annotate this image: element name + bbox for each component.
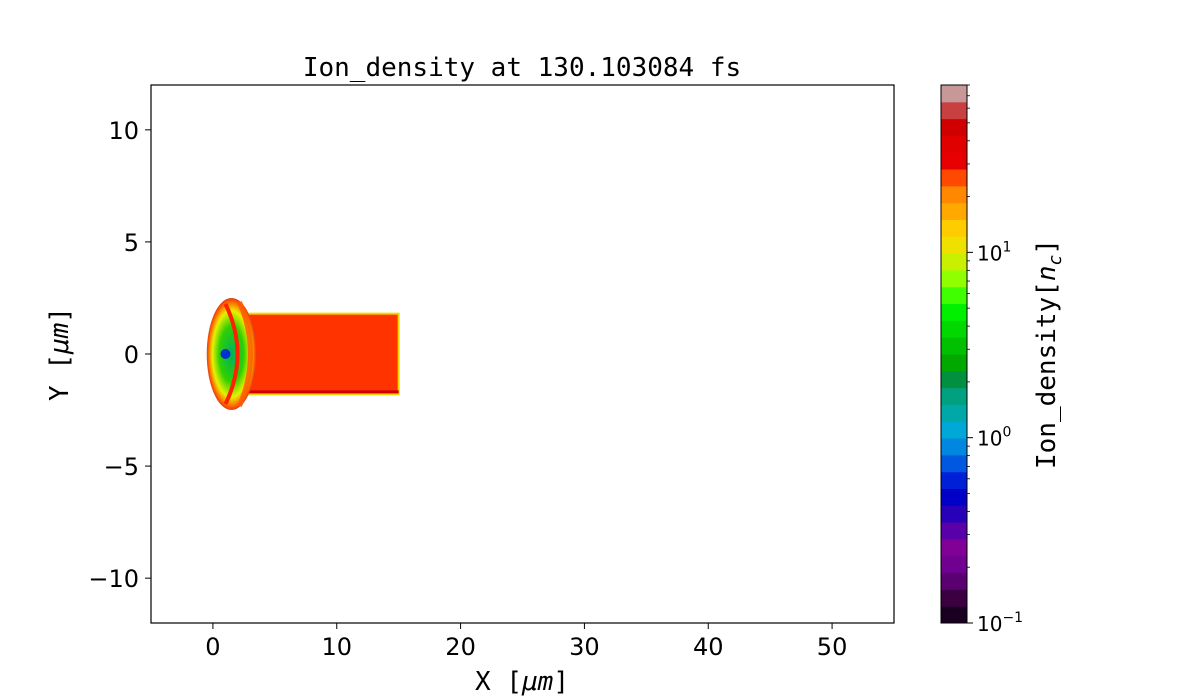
y-tick-label: −5	[104, 453, 139, 481]
colorbar-tick-label: 100	[977, 425, 1011, 451]
colorbar-segment	[941, 488, 967, 506]
colorbar-segment	[941, 538, 967, 557]
x-axis: 0 10 20 30 40 50	[205, 623, 847, 661]
colorbar-segment	[941, 118, 967, 136]
colorbar-segment	[941, 320, 967, 338]
shock-front-arc	[223, 303, 240, 405]
colorbar-label-name: Ion_density	[1032, 297, 1062, 469]
x-axis-label: X [μm]	[475, 667, 569, 697]
colorbar-segment	[941, 337, 967, 355]
colorbar-tick-label: 101	[977, 239, 1011, 265]
y-tick-label: 10	[108, 117, 139, 145]
x-tick-label: 10	[321, 633, 352, 661]
colorbar	[941, 85, 967, 624]
plasma-front-region	[206, 297, 257, 411]
colorbar-segment	[941, 236, 967, 254]
colorbar-segment	[941, 185, 967, 204]
colorbar-segment	[941, 404, 967, 422]
colorbar-segment	[941, 522, 967, 540]
colorbar-segment	[941, 555, 967, 574]
y-axis-label: Y [μm]	[45, 307, 75, 401]
colorbar-segment	[941, 387, 967, 405]
colorbar-segment	[941, 505, 967, 523]
colorbar-label-unit: n	[1032, 266, 1062, 282]
colorbar-segment	[941, 471, 967, 489]
x-tick-label: 20	[445, 633, 476, 661]
colorbar-segment	[941, 152, 967, 170]
colorbar-segment	[941, 219, 967, 237]
x-tick-label: 40	[693, 633, 724, 661]
colorbar-segment	[941, 202, 967, 220]
y-tick-label: 0	[124, 341, 139, 369]
colorbar-segment	[941, 253, 967, 271]
colorbar-segment	[941, 303, 967, 321]
colorbar-segment	[941, 370, 967, 389]
colorbar-segment	[941, 269, 967, 288]
colorbar-segment	[941, 85, 967, 103]
y-axis-label-name: Y	[45, 385, 75, 401]
x-axis-label-unit: μm	[521, 667, 553, 697]
colorbar-segment	[941, 135, 967, 153]
target-slab-region	[239, 312, 400, 396]
y-axis-label-unit: μm	[45, 323, 75, 355]
compressed-layer-arc	[237, 300, 253, 408]
colorbar-segment	[941, 286, 967, 305]
low-density-core	[220, 349, 231, 359]
colorbar-segment	[941, 572, 967, 590]
y-axis: 10 5 0 −5 −10	[88, 117, 151, 593]
chart-title: Ion_density at 130.103084 fs	[303, 53, 741, 83]
x-tick-label: 30	[569, 633, 600, 661]
colorbar-segment	[941, 101, 967, 120]
colorbar-tick-label: 10−1	[977, 610, 1023, 636]
colorbar-ticks: 101 100 10−1	[967, 84, 1023, 636]
colorbar-segment	[941, 354, 967, 372]
colorbar-frame	[940, 84, 968, 624]
colorbar-segment	[941, 438, 967, 456]
y-tick-label: −10	[88, 565, 139, 593]
colorbar-segment	[941, 169, 967, 187]
colorbar-label-unit-sub: c	[1045, 255, 1066, 266]
colorbar-segment	[941, 589, 967, 607]
colorbar-segment	[941, 421, 967, 439]
colorbar-segment	[941, 606, 967, 624]
x-tick-label: 50	[817, 633, 848, 661]
x-axis-label-name: X	[475, 667, 491, 697]
x-tick-label: 0	[205, 633, 220, 661]
y-tick-label: 5	[124, 229, 139, 257]
colorbar-label: Ion_density[nc]	[1032, 239, 1066, 469]
target-slab-edge	[240, 390, 399, 394]
colorbar-segment	[941, 454, 967, 473]
plot-area	[206, 297, 400, 411]
